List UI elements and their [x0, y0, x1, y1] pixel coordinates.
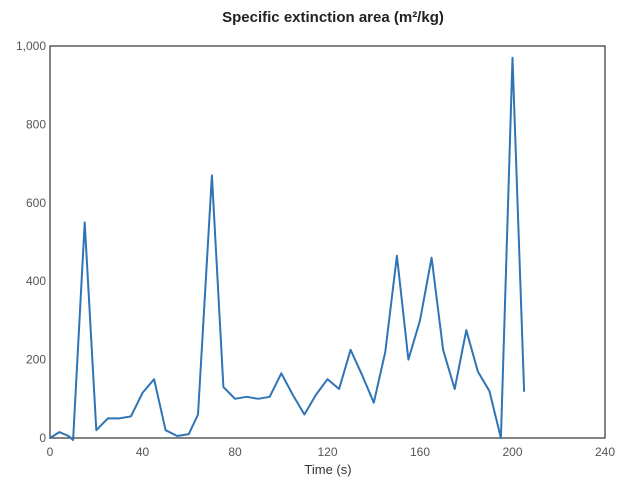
- chart-title: Specific extinction area (m²/kg): [222, 9, 444, 26]
- plot-frame: [49, 45, 606, 439]
- x-axis-label: Time (s): [304, 462, 351, 477]
- y-tick-label: 1,000: [16, 39, 46, 53]
- x-tick-label: 120: [317, 445, 337, 459]
- x-tick-label: 160: [410, 445, 430, 459]
- y-tick-label: 200: [26, 353, 46, 367]
- x-axis-ticks: 0 40 80 120 160 200 240: [47, 445, 616, 459]
- y-tick-label: 400: [26, 274, 46, 288]
- x-tick-label: 40: [136, 445, 150, 459]
- series-line: [49, 56, 526, 441]
- y-tick-label: 800: [26, 117, 46, 131]
- series-group: [49, 56, 526, 441]
- x-tick-label: 200: [502, 445, 522, 459]
- y-tick-label: 0: [39, 431, 46, 445]
- x-tick-label: 0: [47, 445, 54, 459]
- x-tick-label: 80: [228, 445, 242, 459]
- y-tick-label: 600: [26, 196, 46, 210]
- y-axis-ticks: 0 200 400 600 800 1,000: [16, 39, 46, 445]
- x-tick-label: 240: [595, 445, 615, 459]
